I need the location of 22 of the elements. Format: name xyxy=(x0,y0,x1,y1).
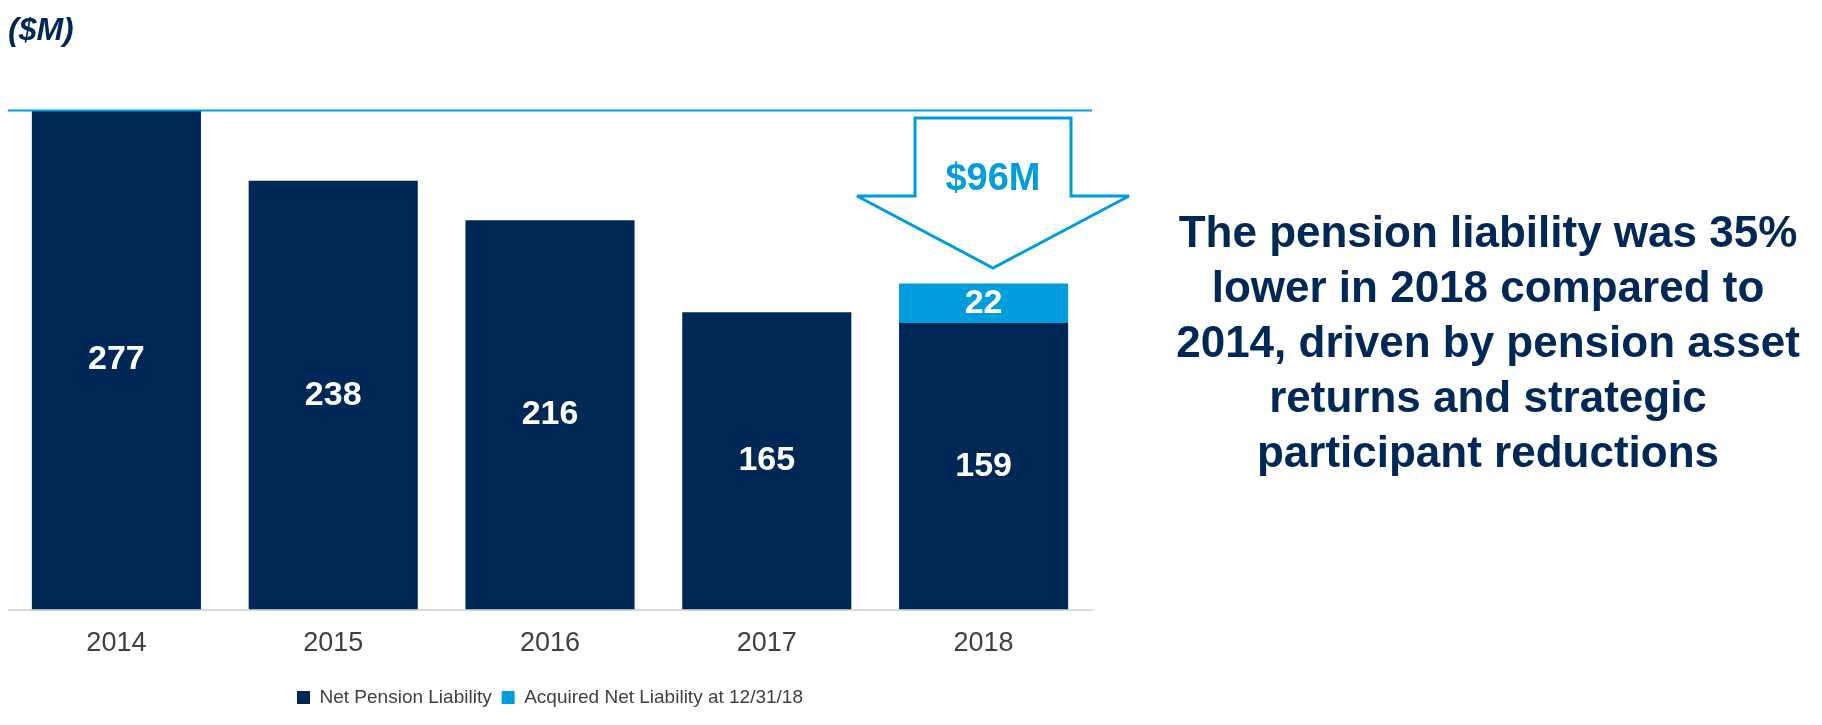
x-tick-label: 2014 xyxy=(86,627,147,658)
bar xyxy=(899,323,1069,610)
chart-title: ($M) xyxy=(8,11,74,48)
legend-label: Acquired Net Liability at 12/31/18 xyxy=(524,685,803,707)
data-label: 277 xyxy=(88,338,145,377)
x-tick-label: 2017 xyxy=(736,627,797,658)
data-label: 159 xyxy=(955,444,1012,483)
bar xyxy=(682,312,852,610)
data-label: 216 xyxy=(521,393,579,432)
legend-label: Net Pension Liability xyxy=(319,685,493,707)
text: The pension liability was 35% lower in 2018 compared to 2014, driven by pension asset returns and strategic participant reductions xyxy=(1175,206,1801,478)
data-label: 165 xyxy=(738,439,796,478)
bar xyxy=(248,180,418,610)
bar xyxy=(31,110,201,610)
x-tick-label: 2016 xyxy=(519,627,581,658)
x-tick-label: 2015 xyxy=(303,627,364,658)
data-label: 22 xyxy=(964,281,1003,320)
annotation: $96M xyxy=(944,156,1042,199)
x-tick-label: 2018 xyxy=(953,627,1014,658)
bar xyxy=(465,220,635,610)
bar xyxy=(899,283,1069,324)
data-label: 238 xyxy=(304,373,362,412)
